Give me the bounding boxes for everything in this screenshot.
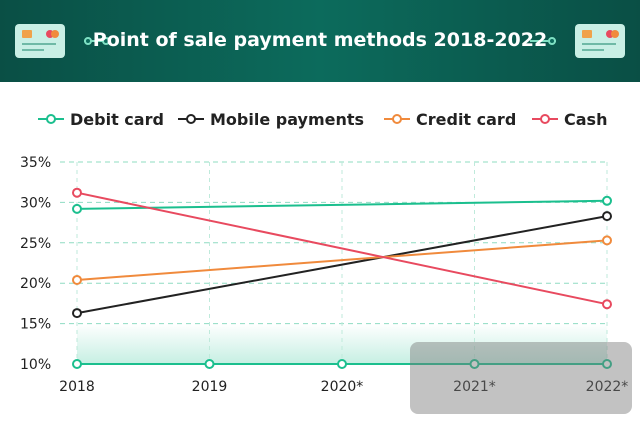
x-tick-label: 2018 [59,379,95,395]
y-tick-label: 10% [20,357,51,373]
series-line [76,199,608,210]
legend-label: Debit card [70,109,164,129]
y-tick-label: 30% [20,195,51,211]
baseline-marker [469,359,480,369]
legend-debit-card: Debit card [38,108,164,130]
x-tick-label: 2019 [192,379,228,395]
legend-cash: Cash [532,108,607,130]
legend-label: Cash [564,109,608,129]
x-tick-label: 2020* [321,379,364,395]
credit-card-icon [15,24,65,58]
legend-credit-card: Credit card [384,108,516,130]
y-tick-label: 20% [20,276,51,292]
chart-title: Point of sale payment methods 2018-2022 [92,29,548,51]
x-tick-label: 2021* [453,379,496,395]
series-line [76,215,608,315]
data-point [602,211,612,222]
data-point [72,308,82,319]
header-banner: Point of sale payment methods 2018-2022 [0,0,640,82]
y-tick-label: 15% [20,317,51,333]
y-tick-label: 35% [20,155,51,171]
baseline-marker [72,359,82,369]
baseline-marker [337,359,347,369]
legend-label: Mobile payments [210,109,365,129]
x-tick-label: 2022* [586,379,629,395]
data-point [602,299,612,310]
data-point [72,203,82,214]
series-line [76,191,608,306]
data-point [72,187,82,198]
data-point [602,235,612,246]
legend: Debit card Mobile payments Credit card C… [0,108,640,130]
baseline-marker [204,359,215,369]
credit-card-icon [575,24,625,58]
legend-mobile-payments: Mobile payments [178,108,364,130]
data-point [602,195,612,206]
data-point [72,274,82,285]
series-line [76,239,608,281]
legend-label: Credit card [416,109,517,129]
line-chart: 10% 15% 20% 25% 30% 35% 2018 2019 2020* 2021* 2022… [20,155,629,395]
baseline-marker [602,359,612,369]
watermark [410,342,632,414]
y-tick-label: 25% [20,236,51,252]
header-connectors [84,37,556,45]
